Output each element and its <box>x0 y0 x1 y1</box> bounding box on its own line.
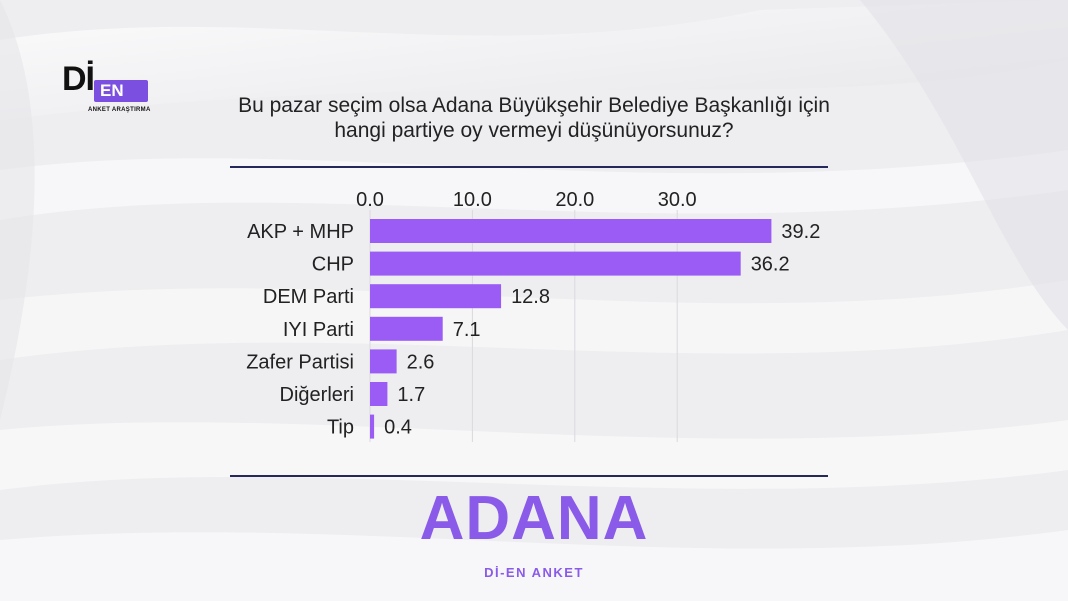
survey-question: Bu pazar seçim olsa Adana Büyükşehir Bel… <box>200 93 868 143</box>
data-label: 36.2 <box>751 254 790 276</box>
x-axis-tick-label: 20.0 <box>555 189 594 211</box>
bar <box>370 284 502 309</box>
data-label: 0.4 <box>384 417 412 439</box>
category-label: DEM Parti <box>263 286 354 308</box>
category-label: Tip <box>327 417 354 439</box>
question-line-1: Bu pazar seçim olsa Adana Büyükşehir Bel… <box>238 94 830 117</box>
bar <box>370 316 443 341</box>
logo-badge <box>94 80 148 102</box>
top-divider <box>230 166 828 168</box>
bar <box>370 382 388 406</box>
category-label: Diğerleri <box>280 384 354 406</box>
x-axis-tick-label: 10.0 <box>453 189 492 211</box>
bar <box>370 219 772 243</box>
bottom-divider <box>230 475 828 477</box>
logo-subtitle: ANKET ARAŞTIRMA <box>88 107 151 113</box>
brand-logo: Dİ EN ANKET ARAŞTIRMA <box>58 60 150 120</box>
bar <box>370 251 741 276</box>
category-label: CHP <box>312 254 354 276</box>
data-label: 1.7 <box>397 384 425 406</box>
category-label: IYI Parti <box>283 319 354 341</box>
brand-footer: Dİ-EN ANKET <box>484 565 584 580</box>
category-label: Zafer Partisi <box>246 351 354 373</box>
data-label: 12.8 <box>511 286 550 308</box>
logo-main-text: Dİ <box>62 60 95 98</box>
data-label: 2.6 <box>407 351 435 373</box>
category-label: AKP + MHP <box>247 221 354 243</box>
x-axis-tick-label: 30.0 <box>658 189 697 211</box>
bar <box>370 349 397 374</box>
data-label: 39.2 <box>781 221 820 243</box>
bar <box>370 414 375 439</box>
logo-badge-text: EN <box>100 81 124 100</box>
question-line-2: hangi partiye oy vermeyi düşünüyorsunuz? <box>334 119 734 142</box>
city-title: ADANA <box>419 484 649 553</box>
data-label: 7.1 <box>453 319 481 341</box>
x-axis-tick-label: 0.0 <box>356 189 384 211</box>
